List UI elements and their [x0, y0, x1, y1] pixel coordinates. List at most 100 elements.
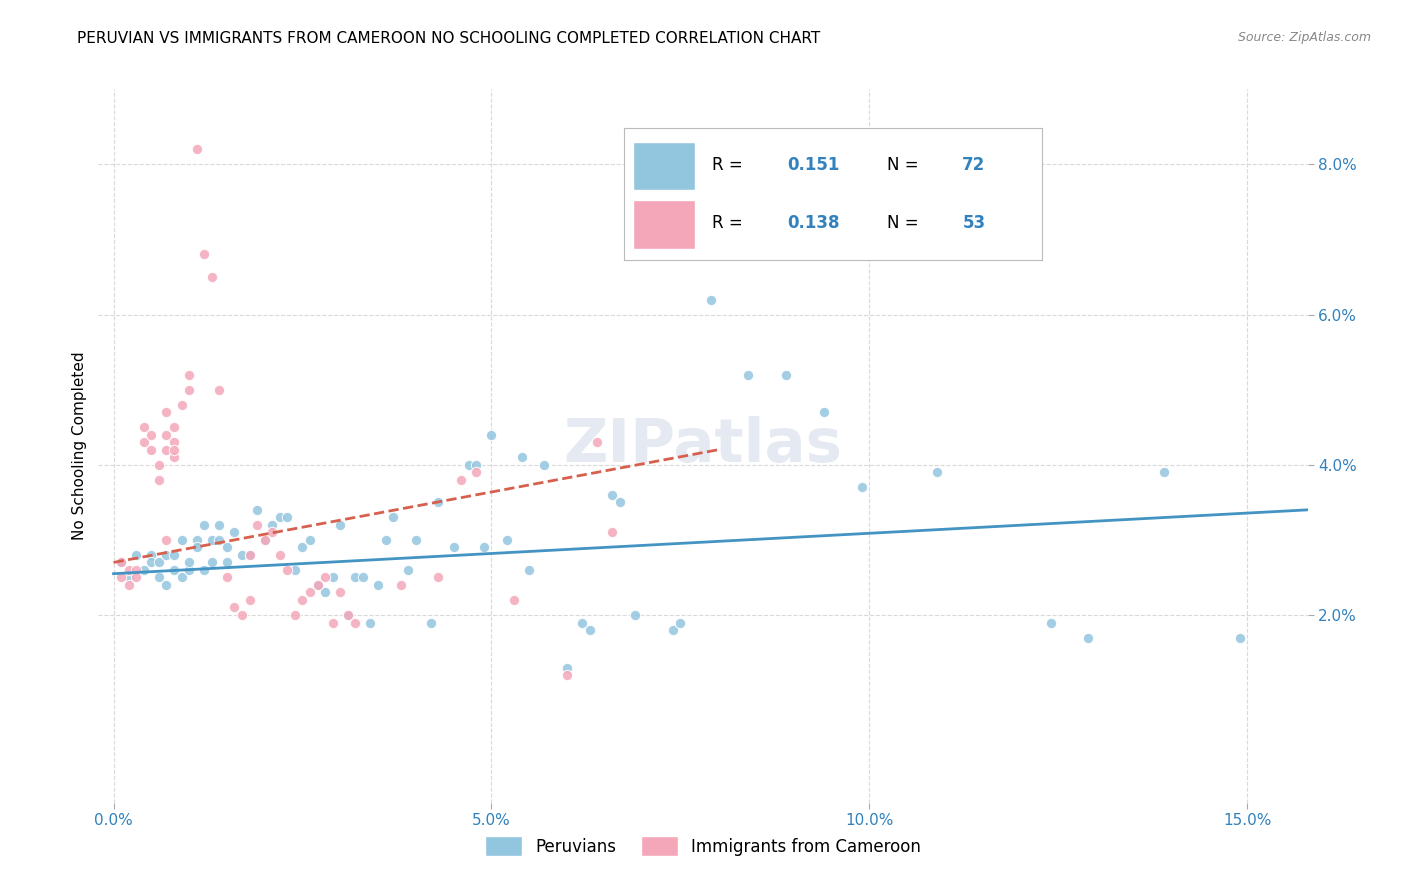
- Point: [148, 458, 170, 472]
- Point: [163, 420, 186, 434]
- Point: [201, 270, 224, 285]
- Point: [179, 383, 201, 397]
- Point: [405, 533, 427, 547]
- Point: [1229, 631, 1251, 645]
- Point: [262, 525, 284, 540]
- Point: [118, 570, 141, 584]
- Point: [193, 563, 215, 577]
- Legend: Peruvians, Immigrants from Cameroon: Peruvians, Immigrants from Cameroon: [478, 830, 928, 863]
- Point: [396, 563, 419, 577]
- Point: [276, 510, 298, 524]
- Point: [775, 368, 797, 382]
- Point: [276, 563, 298, 577]
- Point: [193, 517, 215, 532]
- Point: [322, 570, 344, 584]
- Point: [231, 607, 253, 622]
- Point: [374, 533, 396, 547]
- Point: [141, 442, 163, 457]
- Point: [481, 427, 503, 442]
- Point: [208, 533, 231, 547]
- Point: [155, 578, 177, 592]
- Point: [314, 570, 336, 584]
- Point: [1077, 631, 1099, 645]
- Point: [118, 563, 141, 577]
- Point: [329, 517, 352, 532]
- Point: [699, 293, 721, 307]
- Point: [125, 563, 148, 577]
- Point: [246, 517, 269, 532]
- Point: [141, 548, 163, 562]
- Text: PERUVIAN VS IMMIGRANTS FROM CAMEROON NO SCHOOLING COMPLETED CORRELATION CHART: PERUVIAN VS IMMIGRANTS FROM CAMEROON NO …: [77, 31, 821, 46]
- Point: [307, 578, 329, 592]
- Point: [344, 615, 367, 630]
- Point: [1039, 615, 1062, 630]
- Point: [179, 556, 201, 570]
- Point: [495, 533, 517, 547]
- Point: [624, 607, 647, 622]
- Point: [201, 533, 224, 547]
- Point: [472, 541, 495, 555]
- Point: [465, 465, 488, 479]
- Point: [609, 495, 631, 509]
- Point: [360, 615, 382, 630]
- Point: [239, 593, 262, 607]
- Point: [193, 247, 215, 261]
- Point: [851, 480, 873, 494]
- Point: [602, 488, 624, 502]
- Point: [125, 548, 148, 562]
- Point: [155, 548, 177, 562]
- Point: [224, 525, 246, 540]
- Point: [571, 615, 593, 630]
- Point: [253, 533, 276, 547]
- Point: [450, 473, 472, 487]
- Point: [336, 607, 359, 622]
- Point: [110, 570, 132, 584]
- Point: [155, 405, 177, 419]
- Point: [307, 578, 329, 592]
- Point: [269, 510, 291, 524]
- Point: [231, 548, 253, 562]
- Point: [215, 570, 238, 584]
- Point: [1153, 465, 1175, 479]
- Point: [389, 578, 412, 592]
- Point: [336, 607, 359, 622]
- Point: [118, 578, 141, 592]
- Point: [329, 585, 352, 599]
- Point: [299, 585, 322, 599]
- Point: [186, 541, 208, 555]
- Point: [367, 578, 389, 592]
- Point: [141, 556, 163, 570]
- Point: [465, 458, 488, 472]
- Point: [284, 607, 307, 622]
- Point: [382, 510, 405, 524]
- Point: [141, 427, 163, 442]
- Point: [517, 563, 540, 577]
- Point: [170, 533, 193, 547]
- Point: [246, 503, 269, 517]
- Point: [201, 556, 224, 570]
- Point: [155, 533, 177, 547]
- Point: [669, 615, 692, 630]
- Point: [443, 541, 465, 555]
- Point: [110, 556, 132, 570]
- Point: [291, 593, 314, 607]
- Point: [239, 548, 262, 562]
- Point: [503, 593, 526, 607]
- Point: [132, 420, 155, 434]
- Point: [427, 495, 450, 509]
- Point: [284, 563, 307, 577]
- Point: [291, 541, 314, 555]
- Point: [737, 368, 759, 382]
- Point: [322, 615, 344, 630]
- Point: [170, 398, 193, 412]
- Point: [170, 570, 193, 584]
- Point: [215, 556, 238, 570]
- Point: [179, 368, 201, 382]
- Point: [253, 533, 276, 547]
- Point: [163, 435, 186, 450]
- Point: [186, 533, 208, 547]
- Point: [927, 465, 949, 479]
- Point: [163, 442, 186, 457]
- Point: [662, 623, 685, 637]
- Point: [148, 570, 170, 584]
